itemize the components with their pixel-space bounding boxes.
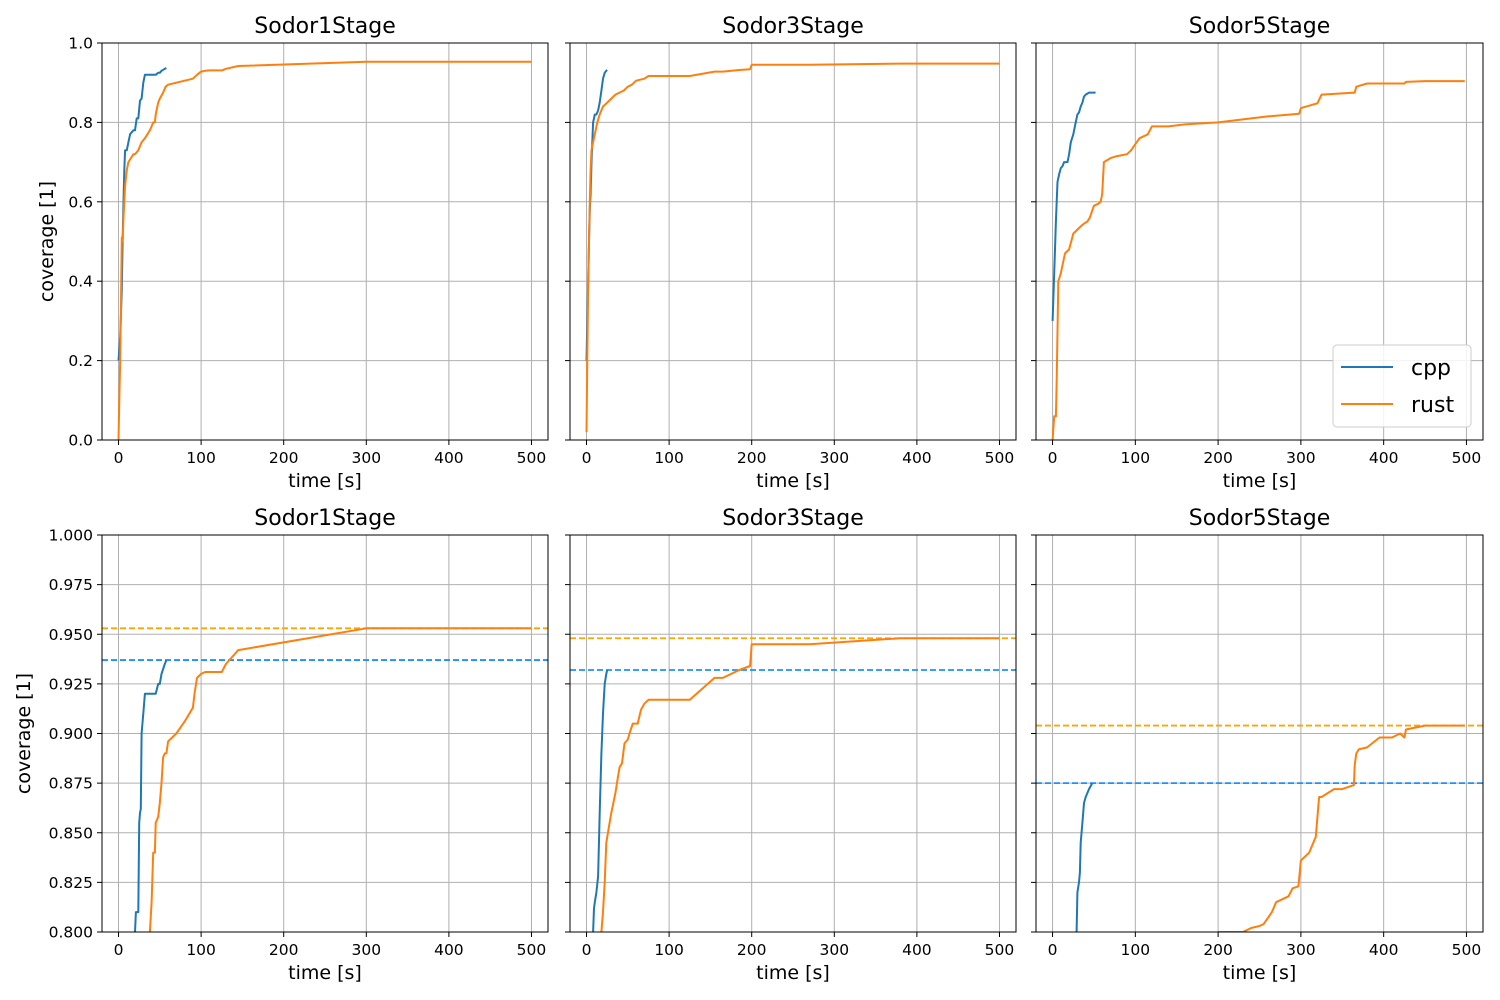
x-tick-label: 0 [582,449,592,467]
series-line-cpp [592,669,609,932]
x-tick-label: 100 [186,449,216,467]
chart-panel-3: 0 100 200 300 400 500 Sodor5Stage time [s] cpp ru… [1031,14,1484,492]
x-tick-label: 300 [351,449,381,467]
x-tick-label: 500 [1452,941,1482,959]
series-line-cpp [1075,782,1094,932]
x-tick-label: 100 [654,449,684,467]
x-tick-label: 500 [1452,449,1482,467]
x-axis-label: time [s] [288,470,362,492]
x-tick-label: 300 [351,941,381,959]
y-tick-label: 0.900 [49,725,93,743]
x-tick-label: 300 [1286,941,1316,959]
y-tick-label: 0.2 [68,352,93,370]
x-axis-label: time [s] [1223,962,1297,984]
series-line-rust [1218,724,1465,932]
x-tick-label: 200 [737,449,767,467]
series-line-cpp [1051,91,1096,321]
x-tick-label: 100 [1121,941,1151,959]
x-axis-label: time [s] [756,962,830,984]
series-line-rust [148,627,532,932]
y-tick-label: 0.875 [49,775,93,793]
chart-title: Sodor1Stage [254,506,395,531]
x-tick-label: 500 [517,449,547,467]
chart-panel-5: 0 100 200 300 400 500 Sodor3Stage time [s] [565,506,1017,984]
x-tick-label: 0 [114,449,124,467]
x-tick-label: 500 [517,941,547,959]
x-axis-label: time [s] [756,470,830,492]
x-tick-label: 200 [269,941,299,959]
y-tick-label: 0.4 [68,273,93,291]
x-tick-label: 400 [1369,941,1399,959]
x-tick-label: 100 [654,941,684,959]
chart-panel-4: 0 100 200 300 400 500 0.800 0.825 0.850 0.875 0.90… [13,506,549,984]
legend-box [1332,344,1472,428]
chart-panel-1: 0 100 200 300 400 500 0.0 0.2 0.4 0.6 0.8 1.0 Sodor1… [36,14,549,492]
x-tick-label: 200 [1203,449,1233,467]
x-axis-label: time [s] [1223,470,1297,492]
x-tick-label: 400 [902,941,932,959]
x-tick-label: 300 [1286,449,1316,467]
x-tick-label: 200 [737,941,767,959]
chart-panel-2: 0 100 200 300 400 500 Sodor3Stage time [s] [565,14,1017,492]
chart-panel-6: 0 100 200 300 400 500 Sodor5Stage time [s] [1031,506,1484,984]
y-tick-label: 0.975 [49,576,93,594]
y-tick-label: 0.825 [49,874,93,892]
x-tick-label: 400 [902,449,932,467]
x-tick-label: 100 [1121,449,1151,467]
series-line-cpp [134,659,168,932]
chart-title: Sodor5Stage [1189,506,1330,531]
legend-label-cpp: cpp [1411,356,1451,381]
x-tick-label: 0 [1048,449,1058,467]
x-axis-label: time [s] [288,962,362,984]
x-tick-label: 300 [819,449,849,467]
axes-frame [569,42,1017,441]
chart-title: Sodor5Stage [1189,14,1330,39]
y-tick-label: 0.8 [68,114,93,132]
series-line-rust [117,60,532,440]
y-tick-label: 1.0 [68,35,93,53]
x-tick-label: 0 [1048,941,1058,959]
x-tick-label: 300 [819,941,849,959]
x-tick-label: 400 [434,449,464,467]
x-tick-label: 0 [114,941,124,959]
y-axis-label: coverage [1] [13,673,35,794]
x-tick-label: 400 [1369,449,1399,467]
y-axis-label: coverage [1] [36,181,58,302]
x-tick-label: 200 [269,449,299,467]
chart-title: Sodor3Stage [722,14,863,39]
x-tick-label: 0 [582,941,592,959]
y-tick-label: 0.850 [49,824,93,842]
axes-frame [101,42,549,441]
y-tick-label: 1.000 [49,527,93,545]
x-tick-label: 500 [985,941,1015,959]
series-line-rust [585,62,1000,433]
y-tick-label: 0.6 [68,193,93,211]
x-tick-label: 200 [1203,941,1233,959]
series-line-cpp [117,67,167,361]
axes-frame [1035,42,1484,441]
series-line-rust [1051,80,1465,440]
y-tick-label: 0.0 [68,432,93,450]
y-tick-label: 0.950 [49,626,93,644]
legend-label-rust: rust [1411,393,1454,418]
chart-title: Sodor1Stage [254,14,395,39]
x-tick-label: 500 [985,449,1015,467]
x-tick-label: 100 [186,941,216,959]
y-tick-label: 0.925 [49,675,93,693]
y-tick-label: 0.800 [49,924,93,942]
legend: cpp rust [1332,344,1472,428]
chart-title: Sodor3Stage [722,506,863,531]
series-line-rust [600,637,1000,932]
x-tick-label: 400 [434,941,464,959]
